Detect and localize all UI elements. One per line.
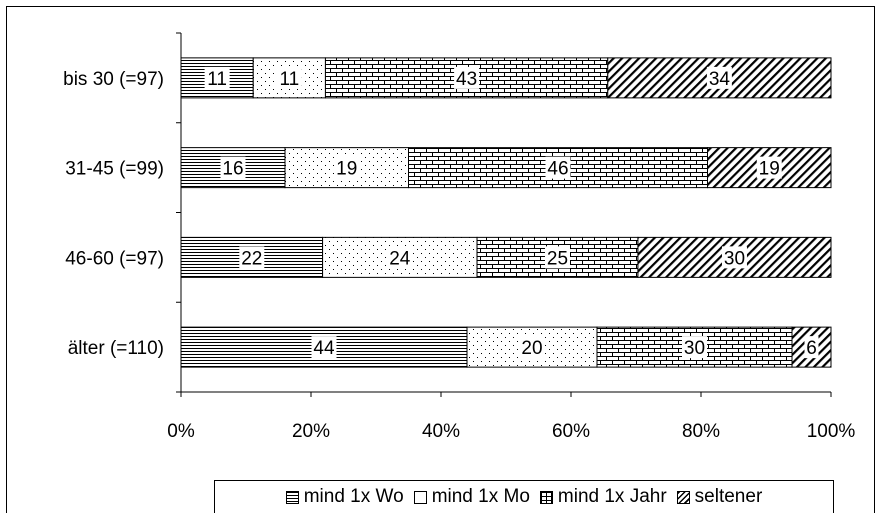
data-label: 25	[547, 248, 568, 269]
legend-swatch	[676, 490, 690, 504]
data-label: 44	[313, 338, 335, 359]
data-label-bg	[387, 246, 413, 269]
legend-label: mind 1x Wo	[303, 486, 404, 507]
data-label-bg	[454, 66, 480, 89]
data-label: 46	[547, 159, 568, 180]
data-label: 34	[709, 69, 731, 90]
data-label-bg	[545, 156, 571, 179]
data-label: 11	[279, 69, 299, 90]
data-label-bg	[721, 246, 747, 269]
bar-seltener	[791, 326, 832, 368]
data-label-bg	[519, 336, 545, 359]
x-tick-label: 0%	[167, 421, 195, 442]
x-tick-label: 100%	[807, 421, 856, 442]
data-label: 43	[456, 69, 477, 90]
data-label-bg	[220, 156, 246, 179]
category-label: 46-60 (=97)	[65, 248, 164, 269]
chart-frame	[6, 6, 875, 513]
x-tick-label: 40%	[422, 421, 460, 442]
data-label: 6	[806, 338, 817, 359]
x-tick-label: 60%	[552, 421, 590, 442]
data-label-bg	[804, 336, 819, 359]
data-label-bg	[311, 336, 337, 359]
data-label: 20	[521, 338, 542, 359]
data-label-bg	[706, 66, 732, 89]
legend-item-seltener: seltener	[676, 486, 763, 508]
data-label: 30	[724, 248, 745, 269]
stacked-bar-chart: 0% 20% 40% 60% 80% 100% bis 30 (=97) 11 11 43 34 31…	[63, 32, 856, 442]
plot-area: 0% 20% 40% 60% 80% 100% bis 30 (=97) 11 11 43 34 31…	[63, 32, 856, 442]
data-label-bg	[334, 156, 360, 179]
data-label-bg	[682, 336, 707, 359]
data-label: 11	[207, 69, 227, 90]
x-tick-label: 80%	[682, 421, 720, 442]
data-label-bg	[544, 246, 570, 269]
data-label-bg	[239, 246, 265, 269]
legend-label: mind 1x Mo	[431, 486, 530, 507]
data-label: 19	[336, 159, 357, 180]
x-tick-label: 20%	[292, 421, 330, 442]
legend-swatch	[285, 490, 299, 504]
legend-swatch	[539, 490, 553, 504]
data-label: 22	[241, 248, 262, 269]
legend: mind 1x Wo mind 1x Mo mind 1x Jahr seltener	[214, 480, 834, 513]
data-label: 24	[389, 248, 411, 269]
legend-item-mind-1x-jahr: mind 1x Jahr	[539, 486, 667, 508]
legend-item-mind-1x-wo: mind 1x Wo	[285, 486, 404, 508]
category-label: bis 30 (=97)	[63, 69, 164, 90]
data-label: 19	[759, 159, 780, 180]
legend-swatch	[413, 490, 427, 504]
data-label: 16	[222, 159, 243, 180]
legend-item-mind-1x-mo: mind 1x Mo	[413, 486, 530, 508]
category-label: älter (=110)	[68, 338, 164, 359]
data-label-bg	[204, 66, 230, 89]
data-label-bg	[756, 156, 782, 179]
category-label: 31-45 (=99)	[65, 159, 164, 180]
data-label-bg	[276, 66, 302, 89]
data-label: 30	[684, 338, 705, 359]
legend-label: seltener	[694, 486, 763, 507]
legend-label: mind 1x Jahr	[557, 486, 667, 507]
